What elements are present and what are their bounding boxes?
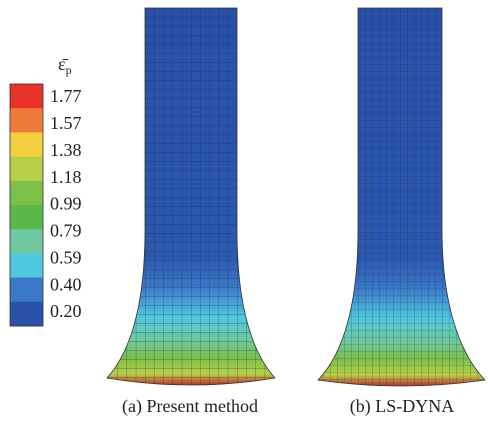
colorbar: 1.77 1.57 1.38 1.18 0.99 0.79 0.59 0.40 0.20 <box>10 84 82 326</box>
color-band <box>10 84 43 109</box>
color-band <box>10 108 43 133</box>
tick-label: 0.79 <box>50 221 82 241</box>
figure: ε̄p 1.77 1.57 1.38 1.18 0.99 0.79 0.59 0.40 0.20… <box>0 0 488 428</box>
specimen-a <box>107 8 275 385</box>
tick-label: 1.18 <box>50 167 82 187</box>
tick-label: 0.59 <box>50 247 82 267</box>
tick-label: 1.57 <box>50 113 82 133</box>
color-band <box>10 157 43 182</box>
color-band <box>10 181 43 206</box>
tick-label: 0.40 <box>50 274 82 294</box>
tick-label: 1.77 <box>50 86 82 106</box>
legend-subscript: p <box>66 63 72 77</box>
tick-label: 0.20 <box>50 301 82 321</box>
tick-label: 1.38 <box>50 140 82 160</box>
specimen-b <box>318 8 485 386</box>
color-band <box>10 253 43 278</box>
color-band <box>10 278 43 303</box>
caption: (a) Present method <box>122 396 258 417</box>
color-band <box>10 229 43 254</box>
color-band <box>10 302 43 327</box>
color-band <box>10 205 43 230</box>
legend-label: ε̄p <box>58 54 72 77</box>
caption: (b) LS-DYNA <box>350 396 454 417</box>
tick-label: 0.99 <box>50 194 82 214</box>
color-band <box>10 132 43 157</box>
